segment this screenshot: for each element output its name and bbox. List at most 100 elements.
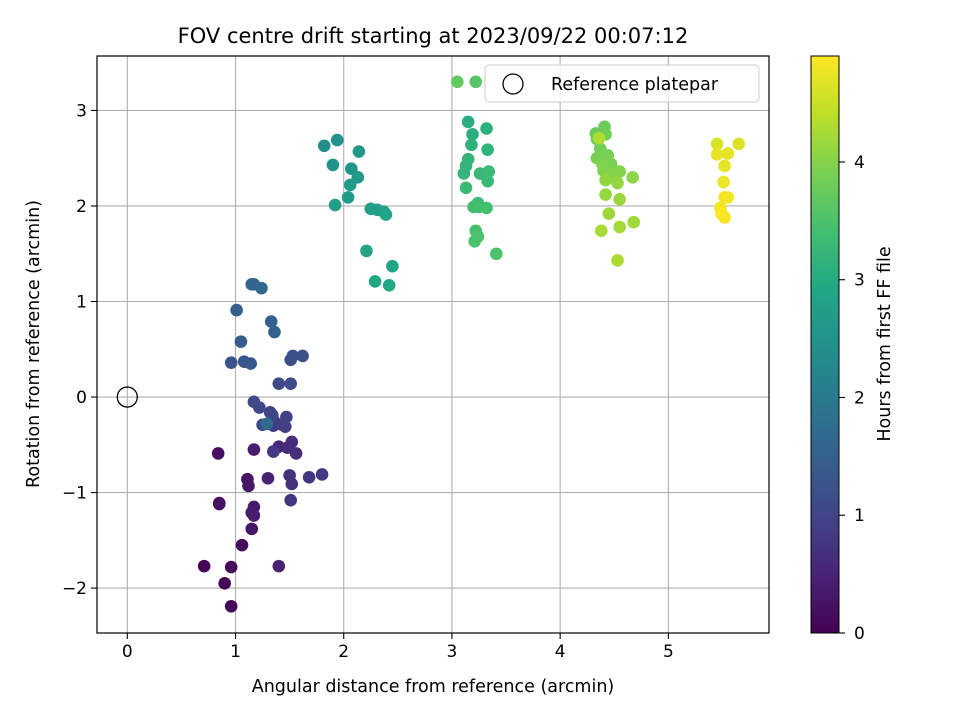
data-point xyxy=(267,445,280,458)
data-point xyxy=(261,471,275,485)
colorbar-label: Hours from first FF file xyxy=(875,246,895,441)
reference-marker xyxy=(116,386,138,408)
y-tick-label: 2 xyxy=(76,197,87,217)
data-point xyxy=(613,220,626,234)
data-point xyxy=(218,577,231,590)
legend-entry-reference: Reference platepar xyxy=(551,75,719,95)
colorbar-ticks: 0 1 2 3 4 xyxy=(839,153,865,644)
y-tick-label: −1 xyxy=(62,484,87,504)
y-tick-label: 0 xyxy=(76,388,87,408)
data-point xyxy=(379,208,393,221)
plot-frame xyxy=(96,55,770,634)
data-point xyxy=(284,493,298,507)
data-point xyxy=(611,254,624,267)
colorbar-tick-label: 1 xyxy=(854,506,865,526)
data-point xyxy=(245,522,259,536)
data-point xyxy=(344,162,358,176)
data-point xyxy=(627,215,641,229)
data-point xyxy=(457,167,471,180)
x-tick-label: 2 xyxy=(338,642,349,662)
y-tick-label: 1 xyxy=(76,293,87,313)
x-tick-label: 1 xyxy=(230,642,241,662)
data-point xyxy=(599,188,612,201)
data-point xyxy=(272,377,286,390)
data-point xyxy=(268,325,281,339)
legend-box xyxy=(484,64,760,103)
x-tick-label: 0 xyxy=(122,642,133,662)
data-point xyxy=(212,496,226,510)
scatter-points xyxy=(197,75,746,613)
data-point xyxy=(386,259,399,273)
data-point xyxy=(351,171,365,184)
data-point xyxy=(594,224,608,238)
colorbar: 0 1 2 3 4 Hours from first FF file xyxy=(810,55,895,644)
y-tick-label: 3 xyxy=(76,101,87,121)
x-tick-label: 5 xyxy=(663,642,674,662)
data-point xyxy=(599,173,612,187)
data-point xyxy=(278,420,292,433)
data-point xyxy=(224,356,238,369)
data-point xyxy=(242,479,255,493)
data-point xyxy=(284,377,298,390)
data-point xyxy=(317,139,331,153)
data-point xyxy=(341,191,355,204)
colorbar-tick-label: 0 xyxy=(854,624,865,644)
data-point xyxy=(247,395,261,409)
data-point xyxy=(285,477,299,491)
data-point xyxy=(468,235,481,248)
data-point xyxy=(244,357,257,370)
data-point xyxy=(230,303,243,317)
data-point xyxy=(461,115,475,129)
x-axis-ticks: 0 1 2 3 4 5 xyxy=(122,633,674,662)
data-point xyxy=(264,315,278,328)
data-point xyxy=(368,275,382,288)
data-point xyxy=(255,281,268,295)
data-point xyxy=(481,143,494,156)
legend: Reference platepar xyxy=(484,64,760,103)
data-point xyxy=(611,176,624,190)
data-point xyxy=(328,198,342,212)
data-point xyxy=(482,165,496,178)
data-point xyxy=(710,148,724,161)
data-point xyxy=(451,75,464,89)
data-point xyxy=(272,559,286,573)
data-point xyxy=(481,174,494,188)
legend-reference-marker xyxy=(502,73,524,95)
data-point xyxy=(315,468,329,481)
data-point xyxy=(360,244,373,258)
data-point xyxy=(285,435,299,449)
grid xyxy=(97,56,769,633)
data-point xyxy=(211,447,225,460)
data-point xyxy=(289,447,303,460)
x-tick-label: 4 xyxy=(555,642,566,662)
data-point xyxy=(280,410,293,424)
data-point xyxy=(721,191,735,204)
data-point xyxy=(235,538,249,552)
data-point xyxy=(715,207,728,220)
data-point xyxy=(602,207,616,220)
data-point xyxy=(352,145,366,158)
data-point xyxy=(480,122,493,135)
data-point xyxy=(626,171,639,184)
data-point xyxy=(459,181,473,195)
colorbar-gradient xyxy=(810,55,840,634)
data-point xyxy=(382,278,396,292)
y-axis-label: Rotation from reference (arcmin) xyxy=(24,200,44,488)
data-point xyxy=(224,560,238,574)
data-point xyxy=(465,138,478,152)
data-point xyxy=(260,417,274,431)
data-point xyxy=(343,178,357,192)
data-point xyxy=(480,201,493,215)
data-point xyxy=(721,147,735,160)
data-point xyxy=(490,247,503,261)
data-point xyxy=(592,131,606,145)
colorbar-tick-label: 3 xyxy=(854,271,865,291)
colorbar-tick-label: 2 xyxy=(854,388,865,408)
y-axis-ticks: −2 −1 0 1 2 3 xyxy=(62,101,97,599)
x-axis-label: Angular distance from reference (arcmin) xyxy=(252,677,615,697)
data-point xyxy=(247,509,261,522)
data-point xyxy=(326,158,340,172)
data-point xyxy=(296,349,309,363)
data-point xyxy=(234,335,248,348)
